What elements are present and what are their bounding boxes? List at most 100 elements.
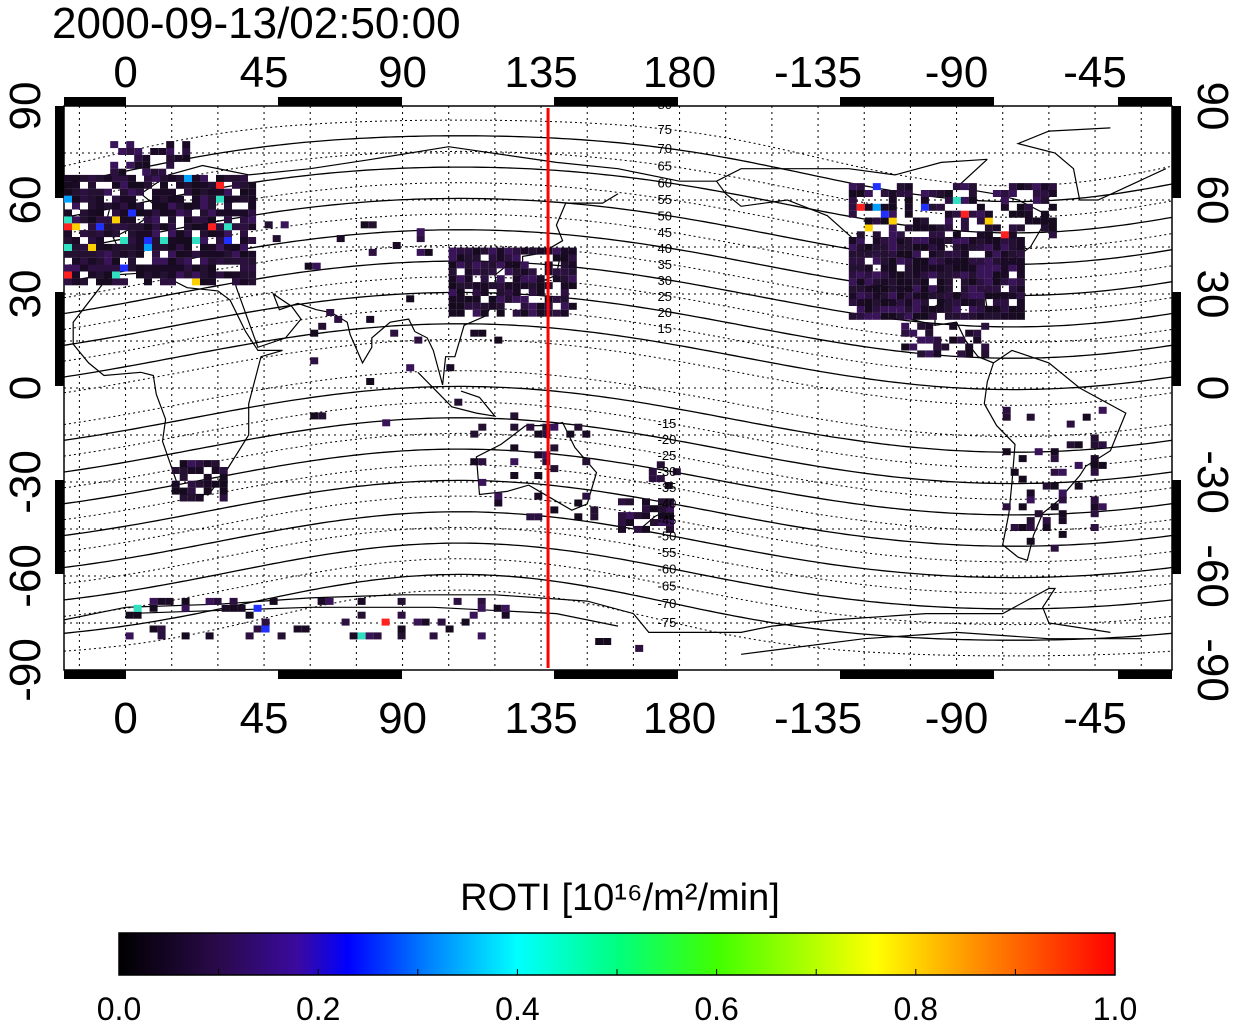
roti-cell (136, 250, 144, 258)
roti-cell (984, 292, 993, 300)
roti-cell (904, 210, 913, 218)
colorbar-tick-label: 0.2 (296, 991, 340, 1024)
roti-cell (245, 611, 254, 619)
roti-cell (568, 247, 577, 255)
roti-cell (992, 278, 1001, 286)
roti-cell (1016, 224, 1025, 232)
roti-cell (96, 202, 104, 210)
roti-cell (456, 302, 465, 310)
roti-cell (200, 237, 208, 244)
roti-cell (1090, 461, 1099, 469)
roti-cell (488, 282, 497, 290)
roti-cell (952, 312, 961, 320)
y-tick-label-right: -30 (1188, 450, 1237, 514)
roti-cell (534, 492, 543, 500)
roti-cell (80, 250, 88, 258)
roti-cell (1010, 524, 1019, 531)
roti-cell (96, 195, 104, 203)
roti-cell (976, 285, 985, 293)
roti-cell (1008, 285, 1017, 293)
roti-cell (542, 458, 551, 466)
roti-cell (494, 492, 503, 500)
roti-cell (992, 224, 1001, 232)
roti-cell (1008, 278, 1017, 286)
roti-cell (219, 494, 228, 502)
roti-cell (477, 604, 486, 612)
roti-cell (448, 302, 457, 310)
roti-cell (136, 237, 144, 244)
colorbar-ticks: 0.0 0.2 0.4 0.6 0.8 1.0 (97, 969, 1137, 1027)
y-tick-label-right: -60 (1188, 544, 1237, 608)
roti-cell (952, 299, 961, 306)
x-tick-label-top: 90 (378, 48, 427, 97)
roti-cell (920, 278, 929, 286)
roti-cell (144, 209, 152, 217)
roti-cell (184, 257, 192, 265)
roti-cell (200, 257, 208, 265)
roti-cell (536, 275, 545, 283)
roti-cell (397, 597, 406, 605)
roti-cell (136, 209, 144, 217)
roti-cell (542, 451, 551, 459)
roti-cell (120, 216, 128, 224)
roti-cell (229, 597, 238, 605)
roti-cell (72, 264, 80, 272)
roti-cell (864, 278, 873, 286)
roti-cell (920, 299, 929, 306)
roti-cell (72, 216, 80, 224)
roti-cell (144, 271, 152, 279)
roti-cell (456, 282, 465, 290)
roti-cell (1018, 524, 1027, 531)
roti-cell (424, 248, 433, 256)
roti-cell (590, 506, 599, 514)
roti-cell (872, 292, 881, 300)
roti-cell (936, 271, 945, 279)
roti-cell (888, 190, 897, 197)
roti-cell (864, 203, 873, 211)
colorbar-tick-label: 0.0 (97, 991, 141, 1024)
roti-cell (872, 250, 881, 258)
roti-cell (168, 237, 176, 244)
roti-cell (888, 257, 897, 265)
roti-cell (880, 278, 889, 286)
roti-cell (240, 271, 248, 279)
roti-cell (872, 243, 881, 251)
roti-cell (104, 223, 112, 231)
roti-cell (104, 264, 112, 272)
roti-cell (552, 295, 561, 303)
roti-cell (944, 217, 953, 225)
roti-cell (1040, 196, 1049, 204)
roti-cell (219, 467, 228, 474)
roti-cell (1016, 271, 1025, 279)
roti-cell (1032, 183, 1041, 191)
roti-cell (240, 243, 248, 251)
roti-cell (128, 209, 136, 217)
map-timestamp-title: 2000-09-13/02:50:00 (52, 0, 461, 48)
roti-cell (920, 271, 929, 279)
roti-cell (142, 154, 151, 162)
roti-cell (112, 250, 120, 258)
roti-cell (373, 632, 382, 640)
x-tick-label-bottom: -90 (925, 694, 989, 743)
roti-cell (949, 322, 958, 330)
roti-cell (872, 285, 881, 293)
roti-cell (232, 223, 240, 231)
roti-cell (941, 343, 950, 351)
roti-cell (104, 257, 112, 265)
roti-cell (158, 168, 167, 176)
roti-cell (200, 271, 208, 279)
roti-cell (496, 261, 505, 269)
roti-cell (642, 525, 650, 533)
roti-cell (224, 174, 232, 182)
roti-cell (856, 231, 865, 239)
roti-cell (176, 174, 184, 182)
roti-cell (528, 247, 537, 255)
roti-cell (952, 210, 961, 218)
roti-data-cells (64, 141, 1107, 652)
roti-cell (120, 237, 128, 244)
roti-cell (1058, 517, 1067, 525)
roti-cell (944, 224, 953, 232)
roti-cell (168, 264, 176, 272)
roti-cell (128, 257, 136, 265)
roti-cell (152, 230, 160, 238)
